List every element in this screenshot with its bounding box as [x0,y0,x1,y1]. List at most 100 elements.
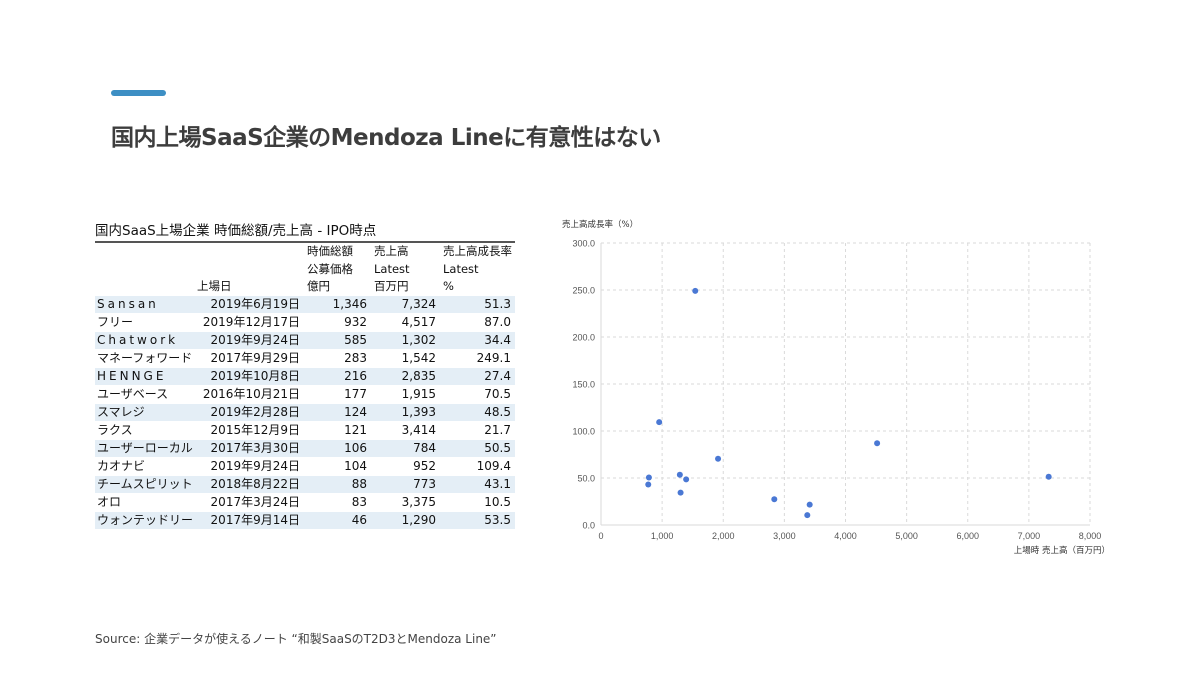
table-cell-revenue: 1,290 [371,511,440,530]
table-cell-growth: 34.4 [440,331,515,350]
scatter-point [692,287,699,294]
table-cell-market-cap: 83 [304,493,371,512]
table-cell-company: ウォンテッドリー [95,511,194,530]
table-cell-growth: 249.1 [440,349,515,368]
x-tick-label: 1,000 [651,531,674,541]
scatter-chart: 0.0 50.0 100.0 150.0 200.0 250.0 300.0 0 1,000 2,… [562,219,1110,556]
table-cell-revenue: 1,302 [371,331,440,350]
table-row: HENNGE 2019年10月8日 216 2,835 27.4 [95,367,515,386]
table-cell-revenue: 3,414 [371,421,440,440]
ipo-table-panel: 国内SaaS上場企業 時価総額/売上高 - IPO時点 時価総額 売上高 売上高… [95,221,515,530]
table-row: カオナビ 2019年9月24日 104 952 109.4 [95,457,515,476]
table-cell-listing-date: 2017年3月30日 [194,439,304,458]
table-cell-company: カオナビ [95,457,194,476]
x-tick-label: 2,000 [712,531,735,541]
scatter-point [677,489,684,496]
table-cell-company: スマレジ [95,403,194,422]
table-body: Sansan 2019年6月19日 1,346 7,324 51.3 フリー 2019年12… [95,295,515,530]
table-cell-growth: 109.4 [440,457,515,476]
header-cell-name [95,278,194,296]
scatter-point [676,471,683,478]
table-cell-growth: 51.3 [440,295,515,314]
scatter-point [715,455,722,462]
table-row: オロ 2017年3月24日 83 3,375 10.5 [95,493,515,512]
table-row: Chatwork 2019年9月24日 585 1,302 34.4 [95,331,515,350]
table-cell-growth: 87.0 [440,313,515,332]
table-cell-company: ユーザーローカル [95,439,194,458]
x-tick-label: 7,000 [1018,531,1041,541]
header-cell-cap: 時価総額 [307,244,353,258]
x-tick-label: 3,000 [773,531,796,541]
table-row: フリー 2019年12月17日 932 4,517 87.0 [95,313,515,332]
y-tick-label: 150.0 [572,380,595,390]
header-cell-growth: 売上高成長率 [443,244,512,258]
table-cell-company: ラクス [95,421,194,440]
table-cell-market-cap: 585 [304,331,371,350]
table-cell-listing-date: 2015年12月9日 [194,421,304,440]
table-cell-market-cap: 46 [304,511,371,530]
table-cell-revenue: 952 [371,457,440,476]
header-cell-cap: 公募価格 [307,261,353,276]
table-row: ラクス 2015年12月9日 121 3,414 21.7 [95,421,515,440]
table-cell-listing-date: 2019年9月24日 [194,457,304,476]
table-cell-company: マネーフォワード [95,349,194,368]
table-cell-company: HENNGE [95,367,194,386]
table-cell-listing-date: 2019年2月28日 [194,403,304,422]
table-cell-revenue: 3,375 [371,493,440,512]
y-tick-label: 300.0 [572,239,595,249]
table-row: ユーザベース 2016年10月21日 177 1,915 70.5 [95,385,515,404]
table-cell-listing-date: 2017年9月14日 [194,511,304,530]
ipo-data-table: 時価総額 売上高 売上高成長率 公募価格 Latest Latest 上場日 億… [95,243,515,530]
table-cell-market-cap: 1,346 [304,295,371,314]
table-row: ユーザーローカル 2017年3月30日 106 784 50.5 [95,439,515,458]
header-cell-rev: 売上高 [374,244,409,258]
table-cell-revenue: 2,835 [371,367,440,386]
scatter-point [645,481,652,488]
scatter-point [806,501,813,508]
table-cell-market-cap: 932 [304,313,371,332]
table-header-row: 上場日 億円 百万円 % [95,278,515,296]
header-cell-name [95,243,194,261]
x-tick-label: 4,000 [834,531,857,541]
x-tick-label: 5,000 [895,531,918,541]
table-cell-revenue: 4,517 [371,313,440,332]
table-cell-revenue: 784 [371,439,440,458]
table-row: Sansan 2019年6月19日 1,346 7,324 51.3 [95,295,515,314]
scatter-point [656,419,663,426]
scatter-point [683,476,690,483]
y-tick-label: 250.0 [572,286,595,296]
table-cell-listing-date: 2017年9月29日 [194,349,304,368]
table-cell-company: オロ [95,493,194,512]
table-cell-market-cap: 177 [304,385,371,404]
title-accent-bar [111,90,166,96]
table-cell-growth: 21.7 [440,421,515,440]
scatter-point [874,440,881,447]
table-cell-listing-date: 2019年9月24日 [194,331,304,350]
table-cell-listing-date: 2019年10月8日 [194,367,304,386]
table-cell-growth: 43.1 [440,475,515,494]
table-cell-market-cap: 88 [304,475,371,494]
header-cell-cap: 億円 [307,279,330,293]
table-cell-listing-date: 2019年6月19日 [194,295,304,314]
table-row: マネーフォワード 2017年9月29日 283 1,542 249.1 [95,349,515,368]
table-cell-listing-date: 2016年10月21日 [194,385,304,404]
table-cell-listing-date: 2019年12月17日 [194,313,304,332]
table-cell-growth: 27.4 [440,367,515,386]
table-cell-company: ユーザベース [95,385,194,404]
table-cell-company: Chatwork [95,331,194,350]
table-header-row: 公募価格 Latest Latest [95,261,515,279]
x-tick-label: 8,000 [1079,531,1102,541]
scatter-point [804,512,811,519]
scatter-point [771,496,778,503]
x-tick-label: 6,000 [956,531,979,541]
y-axis-title: 売上高成長率（%） [562,219,638,230]
header-cell-growth: Latest [443,261,479,276]
table-cell-market-cap: 106 [304,439,371,458]
table-cell-growth: 50.5 [440,439,515,458]
table-row: チームスピリット 2018年8月22日 88 773 43.1 [95,475,515,494]
table-row: スマレジ 2019年2月28日 124 1,393 48.5 [95,403,515,422]
table-cell-company: チームスピリット [95,475,194,494]
table-cell-listing-date: 2017年3月24日 [194,493,304,512]
table-cell-company: フリー [95,313,194,332]
table-cell-market-cap: 216 [304,367,371,386]
